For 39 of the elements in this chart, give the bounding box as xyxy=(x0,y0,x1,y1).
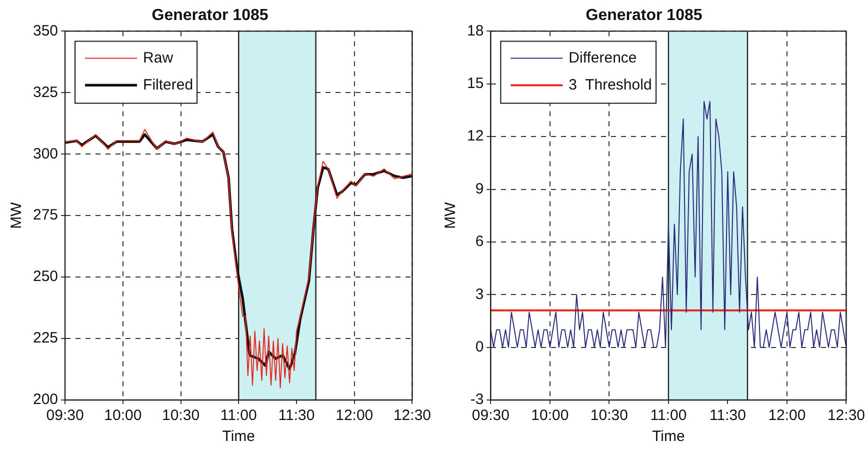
legend-label: Filtered xyxy=(143,76,194,94)
chart-title: Generator 1085 xyxy=(152,7,268,24)
x-tick-label: 12:30 xyxy=(827,407,866,424)
x-tick-label: 09:30 xyxy=(472,407,510,424)
x-tick-label: 11:30 xyxy=(278,407,315,424)
y-tick-label: 15 xyxy=(466,75,484,92)
legend-label: Difference xyxy=(568,49,637,66)
x-tick-label: 12:30 xyxy=(393,407,432,424)
y-tick-label: 9 xyxy=(475,180,484,198)
y-tick-label: 0 xyxy=(475,338,484,356)
chart-title: Generator 1085 xyxy=(586,7,702,24)
legend-label: Raw xyxy=(143,49,174,66)
y-tick-label: 250 xyxy=(32,268,58,286)
x-tick-label: 10:30 xyxy=(590,407,628,424)
y-axis-title: MW xyxy=(442,201,460,229)
y-tick-label: 200 xyxy=(32,391,58,408)
y-tick-label: 12 xyxy=(466,128,484,145)
y-tick-label: 300 xyxy=(32,145,58,162)
y-tick-label: 3 xyxy=(475,286,484,303)
y-tick-label: 225 xyxy=(32,330,58,347)
x-axis-title: Time xyxy=(222,428,256,446)
x-tick-label: 11:00 xyxy=(220,407,257,424)
y-axis-title: MW xyxy=(8,201,26,229)
x-tick-label: 12:00 xyxy=(336,407,374,424)
x-tick-label: 12:00 xyxy=(768,407,806,424)
x-tick-label: 11:30 xyxy=(709,407,746,424)
x-tick-label: 11:00 xyxy=(650,407,687,424)
x-tick-label: 10:00 xyxy=(104,407,142,424)
x-axis-title: Time xyxy=(652,428,685,446)
y-tick-label: -3 xyxy=(470,391,484,408)
y-tick-label: 18 xyxy=(466,22,484,40)
y-tick-label: 325 xyxy=(32,84,58,101)
y-tick-label: 275 xyxy=(32,206,58,224)
y-tick-label: 6 xyxy=(475,233,484,250)
x-tick-label: 09:30 xyxy=(46,407,84,424)
y-tick-label: 350 xyxy=(32,22,58,40)
legend-label: 3 Threshold xyxy=(568,76,652,94)
x-tick-label: 10:00 xyxy=(531,407,569,424)
x-tick-label: 10:30 xyxy=(162,407,200,424)
